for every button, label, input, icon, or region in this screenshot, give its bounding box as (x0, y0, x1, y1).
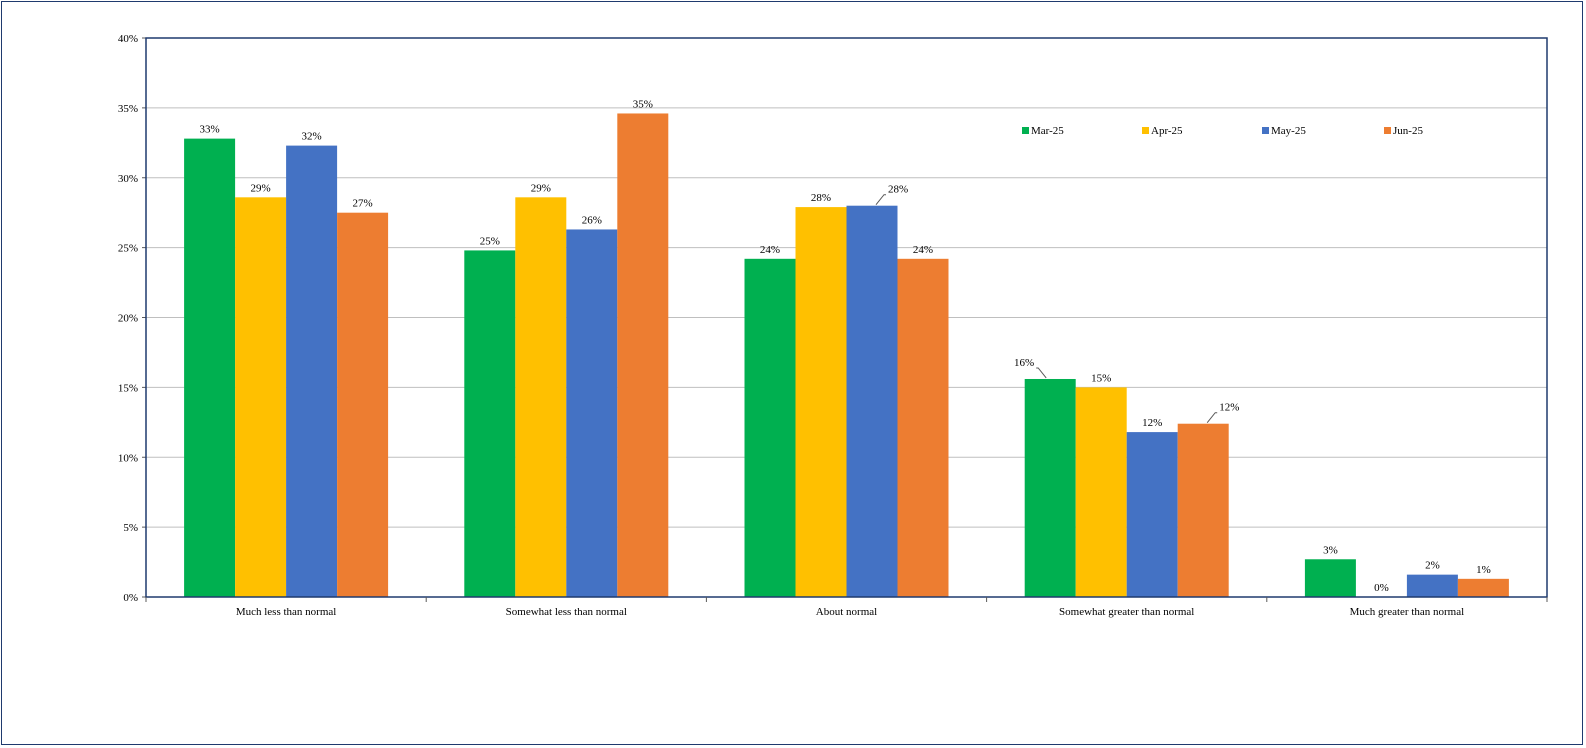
data-label: 12% (1142, 417, 1162, 429)
data-label: 1% (1476, 564, 1491, 576)
category-label: Somewhat less than normal (506, 606, 627, 618)
bar (1024, 378, 1076, 597)
bar (286, 145, 338, 598)
bar (566, 229, 618, 597)
legend-label: Mar-25 (1031, 125, 1064, 137)
bar (464, 250, 516, 598)
data-label: 3% (1323, 544, 1338, 556)
bar (744, 258, 796, 597)
bar (515, 197, 567, 597)
y-tick-label: 20% (118, 313, 138, 325)
label-leader-line (1036, 367, 1047, 379)
data-label: 32% (302, 131, 322, 143)
data-label: 27% (353, 198, 373, 210)
legend-swatch (1262, 127, 1269, 134)
legend-swatch (1384, 127, 1391, 134)
bar (1457, 578, 1509, 597)
data-label: 2% (1425, 560, 1440, 572)
label-leader-line (875, 194, 886, 206)
data-label: 24% (913, 244, 933, 256)
bar (337, 212, 389, 597)
legend-label: May-25 (1271, 125, 1306, 137)
data-label: 26% (582, 214, 602, 226)
bar (184, 138, 236, 597)
label-leader-line (1206, 412, 1218, 424)
data-label: 25% (480, 235, 500, 247)
bar (617, 113, 669, 597)
bar (1126, 432, 1178, 597)
data-label: 15% (1091, 372, 1111, 384)
bar (846, 205, 898, 597)
data-label: 29% (531, 182, 551, 194)
legend-label: Apr-25 (1151, 125, 1183, 137)
category-label: Somewhat greater than normal (1059, 606, 1194, 618)
y-tick-label: 0% (123, 592, 138, 604)
data-label: 28% (811, 192, 831, 204)
bar (795, 207, 847, 597)
data-label: 24% (760, 244, 780, 256)
bar (235, 197, 287, 597)
legend-swatch (1022, 127, 1029, 134)
y-tick-label: 40% (118, 33, 138, 45)
y-tick-label: 5% (123, 522, 138, 534)
bar (1075, 387, 1127, 597)
y-tick-label: 35% (118, 103, 138, 115)
y-tick-label: 15% (118, 382, 138, 394)
data-label: 0% (1374, 582, 1389, 594)
plot-area-border (145, 37, 1548, 598)
legend: Mar-25 Apr-25 May-25 Jun-25 (1022, 125, 1423, 137)
y-tick-label: 10% (118, 452, 138, 464)
data-label: 33% (200, 124, 220, 136)
bar (897, 258, 949, 597)
category-label: Much less than normal (236, 606, 337, 618)
category-label: Much greater than normal (1350, 606, 1465, 618)
data-label: 12% (1219, 402, 1239, 414)
y-tick-label: 30% (118, 173, 138, 185)
bars: 33% 29% 32% 27% 25% 29% 26% 35% 24% 28% 28% 24% 16% 1… (184, 98, 1509, 598)
data-label: 28% (888, 184, 908, 196)
data-label: 29% (251, 182, 271, 194)
bar (1177, 423, 1229, 597)
data-label: 35% (633, 98, 653, 110)
axes: 0% 5% 10% 15% 20% 25% 30% 35% 40% Much less than … (118, 33, 1548, 618)
bar (1406, 574, 1458, 597)
data-label: 16% (1014, 357, 1034, 369)
legend-label: Jun-25 (1393, 125, 1423, 137)
bar (1304, 559, 1356, 597)
y-tick-label: 25% (118, 243, 138, 255)
category-label: About normal (816, 606, 877, 618)
legend-swatch (1142, 127, 1149, 134)
